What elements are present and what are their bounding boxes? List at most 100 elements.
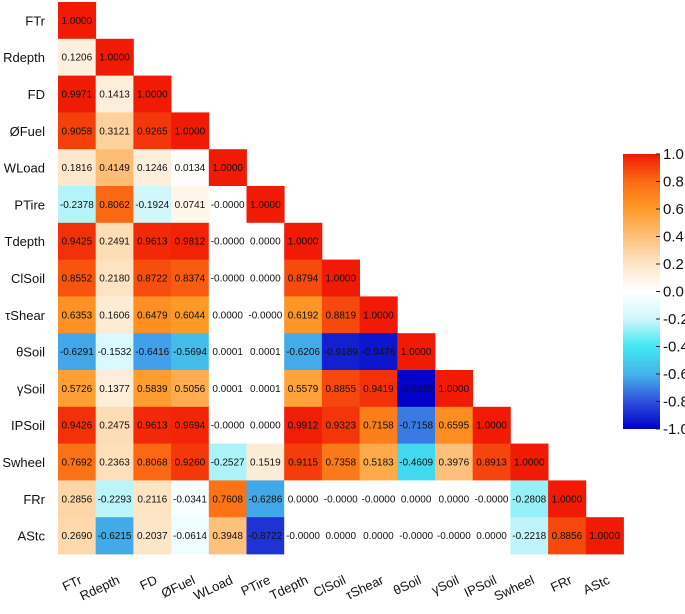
heatmap-cell	[171, 222, 210, 260]
cell-value-label: 0.0000	[212, 310, 243, 321]
heatmap-cell	[95, 222, 134, 260]
column-label: τShear	[343, 572, 386, 603]
heatmap-cell	[208, 443, 247, 481]
cell-value-label: -0.9476	[361, 347, 395, 358]
column-label: Swheel	[492, 572, 537, 604]
cell-value-label: 0.6044	[175, 310, 206, 321]
cell-value-label: 0.5579	[288, 384, 319, 395]
cell-value-label: 0.1246	[137, 163, 168, 174]
cell-value-label: 0.9419	[363, 384, 394, 395]
cell-value-label: 1.0000	[552, 494, 583, 505]
cell-value-label: 0.9260	[175, 458, 206, 469]
cell-value-label: 0.2690	[62, 531, 93, 542]
heatmap-cell	[95, 296, 134, 334]
heatmap-cell	[359, 406, 398, 444]
cell-value-label: -0.9189	[324, 347, 358, 358]
cell-value-label: -0.7158	[399, 421, 433, 432]
colorbar-tick-label: -0.4	[663, 339, 685, 356]
heatmap-cell	[95, 443, 134, 481]
heatmap-cell	[58, 38, 97, 76]
cell-value-label: 0.9971	[62, 90, 93, 101]
heatmap-cell	[548, 480, 587, 518]
heatmap-cell	[95, 149, 134, 187]
cell-value-label: 0.9265	[137, 126, 168, 137]
cell-value-label: -0.0000	[324, 494, 358, 505]
heatmap-cell	[359, 296, 398, 334]
heatmap-cell	[133, 333, 172, 371]
heatmap-cell	[58, 406, 97, 444]
row-label: τShear	[5, 308, 45, 323]
colorbar-gradient	[623, 154, 660, 429]
row-label: WLoad	[4, 161, 45, 176]
cell-value-label: -0.6291	[60, 347, 94, 358]
cell-value-label: 1.0000	[439, 384, 470, 395]
cell-value-label: 0.5726	[62, 384, 93, 395]
heatmap-cell	[208, 222, 247, 260]
heatmap-cell	[95, 333, 134, 371]
cell-value-label: -0.2378	[60, 200, 94, 211]
heatmap-cells: 1.0000 0.1206 1.0000 0.9971 0.1413 1.0000 0.90…	[58, 2, 624, 555]
heatmap-cell	[284, 296, 323, 334]
cell-value-label: -0.2808	[512, 494, 546, 505]
heatmap-cell	[246, 480, 285, 518]
row-labels: FTr Rdepth FD ØFuel WLoad PTire Tdepth ClSoil τS…	[2, 13, 45, 543]
cell-value-label: 0.0741	[175, 200, 206, 211]
cell-value-label: 0.7608	[212, 494, 243, 505]
cell-value-label: 1.0000	[363, 310, 394, 321]
row-label: IPSoil	[11, 418, 45, 433]
heatmap-cell	[510, 480, 549, 518]
heatmap-cell	[284, 333, 323, 371]
colorbar-tick-label: 0.0	[663, 284, 684, 301]
cell-value-label: 0.0000	[250, 237, 281, 248]
heatmap-cell	[246, 222, 285, 260]
heatmap-cell	[397, 443, 436, 481]
cell-value-label: 0.0000	[250, 274, 281, 285]
cell-value-label: 1.0000	[250, 200, 281, 211]
row-label: Swheel	[2, 455, 45, 470]
heatmap-cell	[284, 222, 323, 260]
heatmap-cell	[321, 333, 360, 371]
cell-value-label: 0.0001	[250, 384, 281, 395]
cell-value-label: 0.3976	[439, 458, 470, 469]
heatmap-cell	[58, 112, 97, 150]
cell-value-label: -0.6206	[286, 347, 320, 358]
heatmap-cell	[133, 186, 172, 224]
cell-value-label: 0.0001	[212, 347, 243, 358]
heatmap-cell	[208, 517, 247, 555]
row-label: ClSoil	[11, 271, 45, 286]
cell-value-label: 0.1206	[62, 53, 93, 64]
heatmap-cell	[510, 517, 549, 555]
cell-value-label: -0.0000	[361, 494, 395, 505]
heatmap-cell	[359, 480, 398, 518]
cell-value-label: 0.9425	[62, 237, 93, 248]
cell-value-label: 0.8062	[99, 200, 130, 211]
heatmap-cell	[58, 333, 97, 371]
heatmap-cell	[435, 480, 474, 518]
heatmap-cell	[58, 149, 97, 187]
heatmap-cell	[171, 259, 210, 297]
cell-value-label: 1.0000	[514, 458, 545, 469]
column-label: PTire	[239, 572, 273, 599]
heatmap-cell	[133, 517, 172, 555]
colorbar-ticks: 1.0 0.8 0.6 0.4 0.2 0.0 -0.2 -0.4 -0.6 -0.8 -1.0	[656, 146, 685, 438]
cell-value-label: 0.1377	[99, 384, 130, 395]
heatmap-cell	[321, 406, 360, 444]
heatmap-cell	[95, 406, 134, 444]
cell-value-label: 0.0000	[476, 531, 507, 542]
cell-value-label: 1.0000	[589, 531, 620, 542]
heatmap-cell	[435, 443, 474, 481]
cell-value-label: 0.8855	[325, 384, 356, 395]
cell-value-label: 0.0000	[250, 421, 281, 432]
heatmap-cell	[133, 443, 172, 481]
heatmap-cell	[171, 480, 210, 518]
cell-value-label: 0.8374	[175, 274, 206, 285]
heatmap-cell	[321, 480, 360, 518]
column-label: Rdepth	[77, 572, 121, 603]
cell-value-label: -0.0000	[475, 494, 509, 505]
heatmap-cell	[321, 259, 360, 297]
heatmap-cell	[284, 259, 323, 297]
heatmap-cell	[133, 296, 172, 334]
cell-value-label: 0.4149	[99, 163, 130, 174]
cell-value-label: -0.2218	[512, 531, 546, 542]
